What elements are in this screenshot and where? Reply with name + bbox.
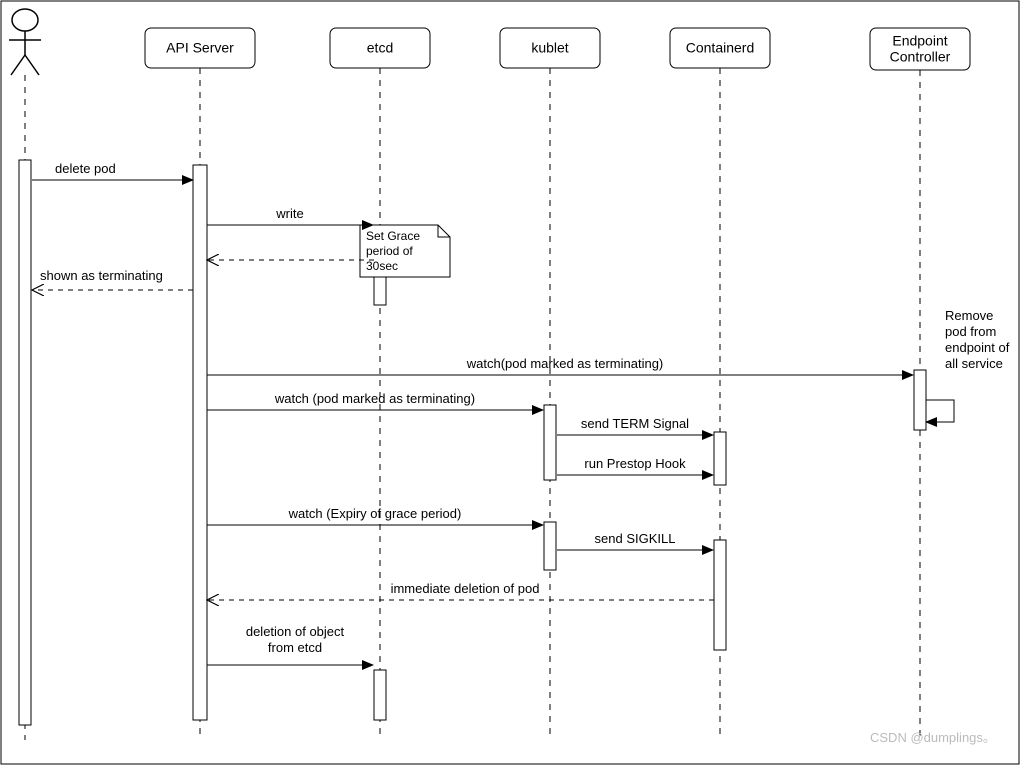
message-label-1: write	[275, 206, 303, 221]
message-label-0: delete pod	[55, 161, 116, 176]
message-label-7: run Prestop Hook	[584, 456, 686, 471]
diagram-svg: API Server etcd kublet Containerd EndpointCo…	[0, 0, 1020, 765]
side-note-text: Remove	[945, 308, 993, 323]
activation-ep-7	[914, 370, 926, 430]
watermark-text: CSDN @dumplings。	[870, 730, 996, 745]
self-loop-arrow	[926, 400, 954, 422]
activation-cont-5	[714, 432, 726, 485]
grace-period-note-text: Set Grace	[366, 229, 420, 243]
grace-period-note-text: period of	[366, 244, 413, 258]
participant-label-kub: kublet	[531, 40, 568, 56]
actor-leg-l	[11, 55, 25, 75]
message-label-9: send SIGKILL	[595, 531, 676, 546]
activation-kub-4	[544, 522, 556, 570]
side-note-text: all service	[945, 356, 1003, 371]
message-label-11: deletion of object	[246, 624, 345, 639]
activation-actor-0	[19, 160, 31, 725]
participant-label-api: API Server	[166, 40, 234, 56]
canvas-border	[1, 1, 1019, 764]
activation-cont-6	[714, 540, 726, 650]
participant-label-etcd: etcd	[367, 40, 393, 56]
message-label-4: watch(pod marked as terminating)	[466, 356, 664, 371]
activation-kub-3	[544, 405, 556, 480]
message-label-8: watch (Expiry of grace period)	[288, 506, 462, 521]
side-note-text: endpoint of	[945, 340, 1010, 355]
message-label-11-b: from etcd	[268, 640, 322, 655]
message-label-2: shown as terminating	[40, 268, 163, 283]
sequence-diagram: API Server etcd kublet Containerd EndpointCo…	[0, 0, 1020, 765]
actor-head	[12, 9, 38, 31]
activation-etcd-8	[374, 670, 386, 720]
activation-api-1	[193, 165, 207, 720]
participant-label-ep: Endpoint	[892, 33, 947, 49]
message-label-5: watch (pod marked as terminating)	[274, 391, 475, 406]
side-note-text: pod from	[945, 324, 996, 339]
actor-leg-r	[25, 55, 39, 75]
grace-period-note-text: 30sec	[366, 259, 398, 273]
message-label-10: immediate deletion of pod	[391, 581, 540, 596]
participant-label-cont: Containerd	[686, 40, 755, 56]
message-label-6: send TERM Signal	[581, 416, 689, 431]
participant-label-ep: Controller	[890, 49, 951, 65]
